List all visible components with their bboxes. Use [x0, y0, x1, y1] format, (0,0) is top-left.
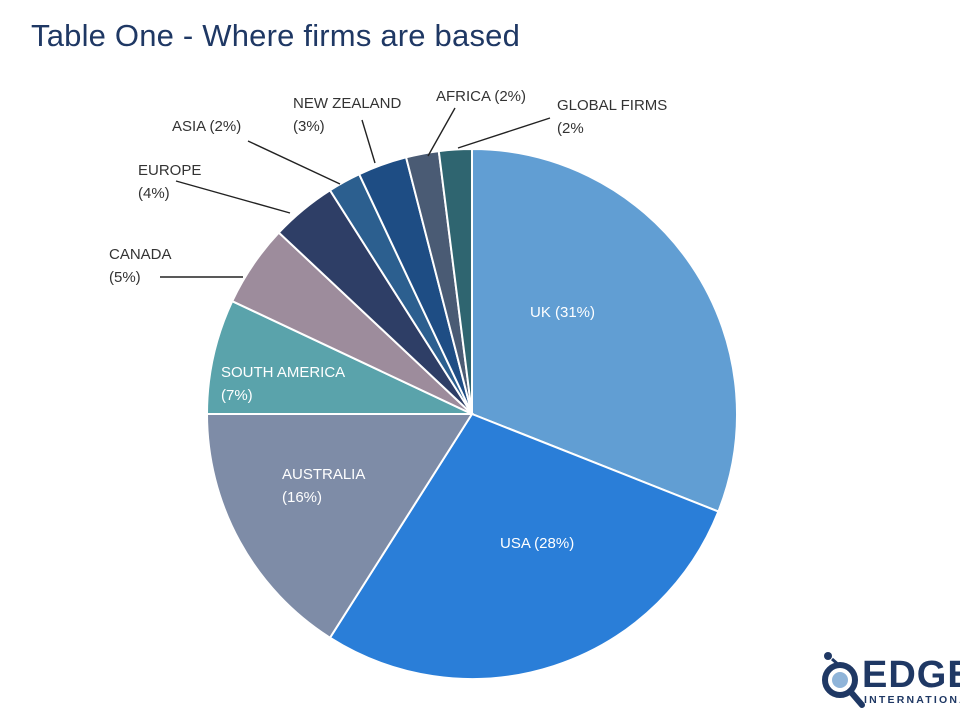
pie-slice-0 — [471, 147, 738, 513]
leader-line-6 — [247, 140, 341, 185]
slice-label-5: EUROPE (4%) — [138, 162, 201, 202]
logo-word: EDGE — [862, 654, 960, 696]
pie-slice-3 — [205, 299, 473, 415]
logo-subtitle: INTERNATIONAL — [864, 694, 960, 706]
edge-logo-icon — [822, 652, 865, 708]
pie-slice-2 — [205, 413, 474, 640]
slice-label-9: GLOBAL FIRMS (2% — [557, 97, 667, 137]
edge-international-logo: EDGE INTERNATIONAL — [818, 650, 960, 714]
slice-label-2: AUSTRALIA (16%) — [282, 466, 365, 506]
chart-title: Table One - Where firms are based — [31, 18, 521, 53]
leader-line-7 — [361, 119, 376, 164]
slice-label-4: CANADA (5%) — [109, 246, 172, 286]
slice-label-7: NEW ZEALAND (3%) — [293, 95, 402, 135]
slice-label-6: ASIA (2%) — [172, 118, 241, 135]
pie-slice-1 — [328, 412, 720, 680]
slice-label-8: AFRICA (2%) — [436, 88, 526, 105]
pie-slice-9 — [437, 147, 473, 415]
slice-label-0: UK (31%) — [530, 304, 595, 321]
leader-line-8 — [427, 107, 456, 157]
slice-label-1: USA (28%) — [500, 535, 574, 552]
leader-line-5 — [175, 180, 291, 214]
leader-line-9 — [457, 117, 551, 149]
slice-label-3: SOUTH AMERICA (7%) — [221, 364, 345, 404]
